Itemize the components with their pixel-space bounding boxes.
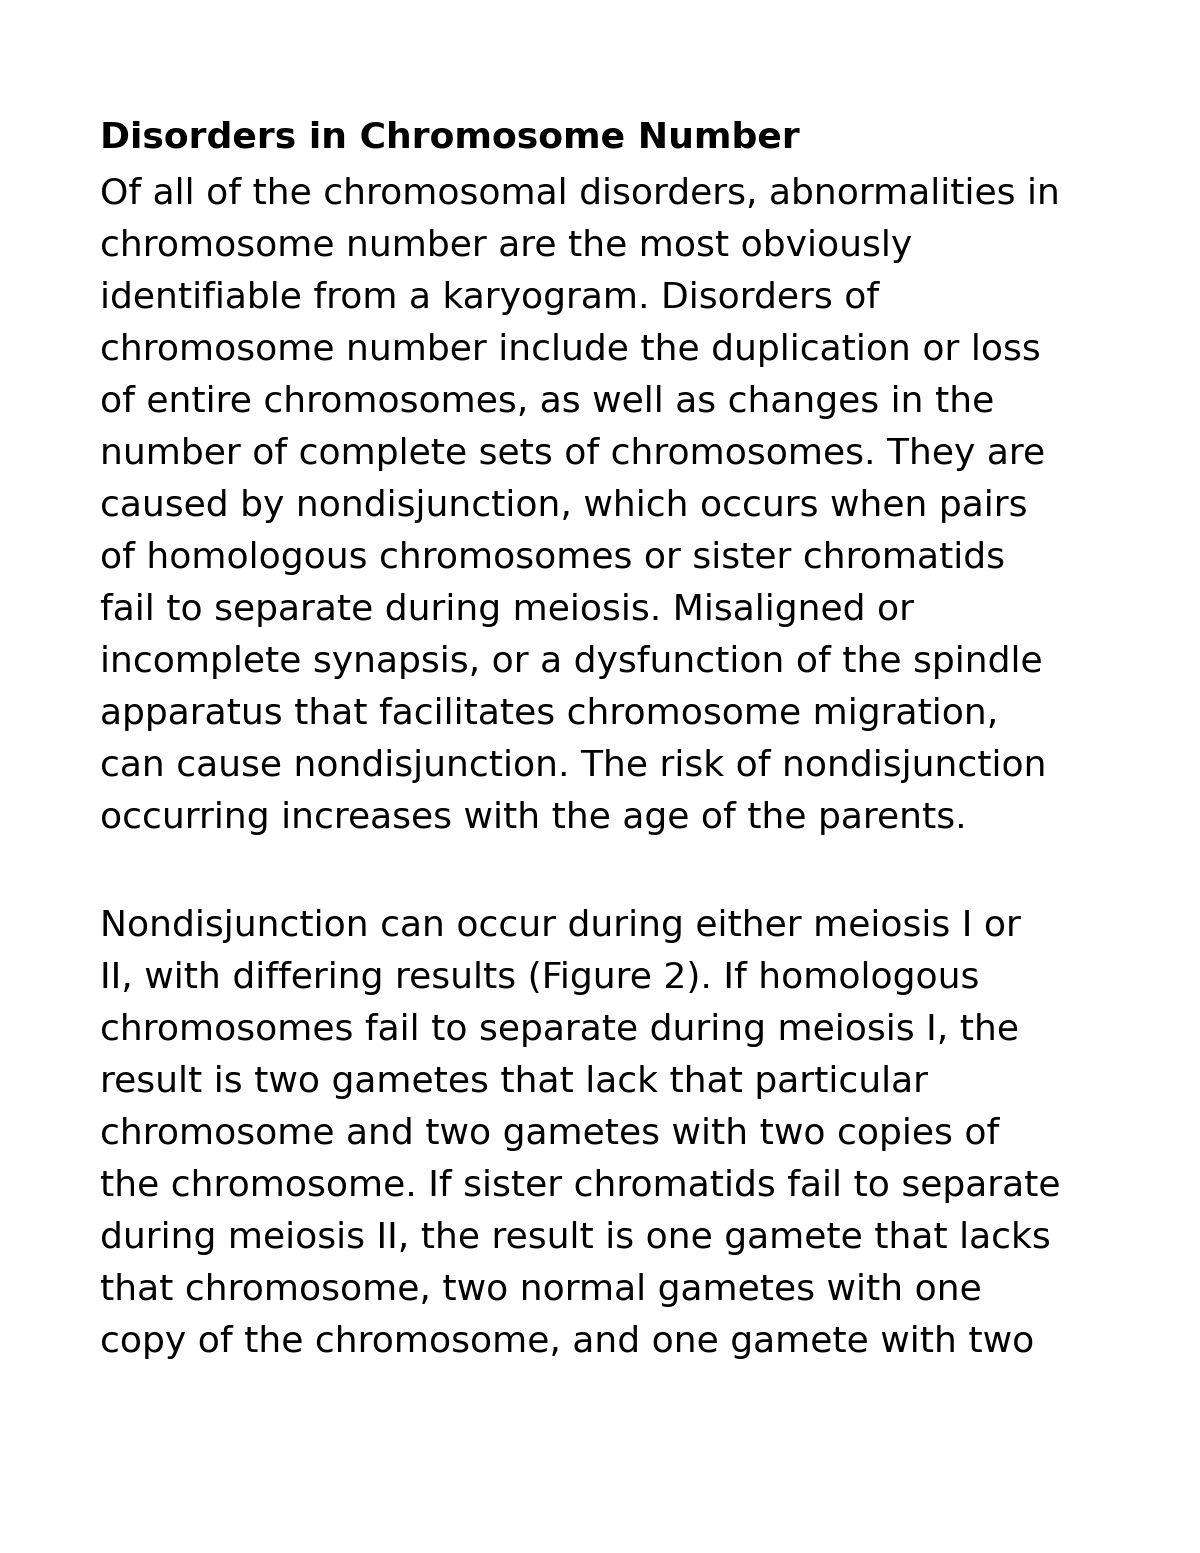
Text: incomplete synapsis, or a dysfunction of the spindle: incomplete synapsis, or a dysfunction of… xyxy=(100,644,1043,679)
Text: Of all of the chromosomal disorders, abnormalities in: Of all of the chromosomal disorders, abn… xyxy=(100,177,1060,211)
Text: chromosomes fail to separate during meiosis I, the: chromosomes fail to separate during meio… xyxy=(100,1013,1019,1047)
Text: caused by nondisjunction, which occurs when pairs: caused by nondisjunction, which occurs w… xyxy=(100,489,1027,523)
Text: of homologous chromosomes or sister chromatids: of homologous chromosomes or sister chro… xyxy=(100,540,1006,575)
Text: the chromosome. If sister chromatids fail to separate: the chromosome. If sister chromatids fai… xyxy=(100,1169,1061,1204)
Text: fail to separate during meiosis. Misaligned or: fail to separate during meiosis. Misalig… xyxy=(100,593,914,627)
Text: of entire chromosomes, as well as changes in the: of entire chromosomes, as well as change… xyxy=(100,385,995,419)
Text: chromosome and two gametes with two copies of: chromosome and two gametes with two copi… xyxy=(100,1117,1000,1151)
Text: result is two gametes that lack that particular: result is two gametes that lack that par… xyxy=(100,1065,928,1100)
Text: can cause nondisjunction. The risk of nondisjunction: can cause nondisjunction. The risk of no… xyxy=(100,749,1046,783)
Text: apparatus that facilitates chromosome migration,: apparatus that facilitates chromosome mi… xyxy=(100,697,998,731)
Text: chromosome number include the duplication or loss: chromosome number include the duplicatio… xyxy=(100,334,1040,367)
Text: number of complete sets of chromosomes. They are: number of complete sets of chromosomes. … xyxy=(100,438,1045,471)
Text: Nondisjunction can occur during either meiosis I or: Nondisjunction can occur during either m… xyxy=(100,909,1021,943)
Text: copy of the chromosome, and one gamete with two: copy of the chromosome, and one gamete w… xyxy=(100,1325,1034,1359)
Text: identifiable from a karyogram. Disorders of: identifiable from a karyogram. Disorders… xyxy=(100,281,880,315)
Text: that chromosome, two normal gametes with one: that chromosome, two normal gametes with… xyxy=(100,1273,982,1308)
Text: chromosome number are the most obviously: chromosome number are the most obviously xyxy=(100,230,912,262)
Text: Disorders in Chromosome Number: Disorders in Chromosome Number xyxy=(100,120,799,154)
Text: occurring increases with the age of the parents.: occurring increases with the age of the … xyxy=(100,801,967,836)
Text: II, with differing results (Figure 2). If homologous: II, with differing results (Figure 2). I… xyxy=(100,961,979,995)
Text: during meiosis II, the result is one gamete that lacks: during meiosis II, the result is one gam… xyxy=(100,1221,1051,1255)
